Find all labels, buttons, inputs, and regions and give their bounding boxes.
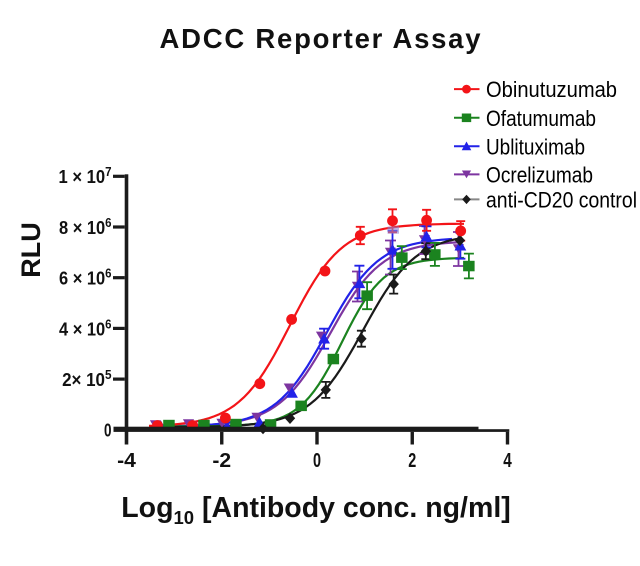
svg-text:-2: -2 xyxy=(212,450,231,472)
svg-text:RLU: RLU xyxy=(16,222,46,278)
svg-text:Ublituximab: Ublituximab xyxy=(486,134,585,159)
svg-text:6 × 106: 6 × 106 xyxy=(59,267,112,289)
svg-text:2: 2 xyxy=(408,450,416,472)
svg-text:anti-CD20 control: anti-CD20 control xyxy=(486,187,637,212)
svg-text:2× 105: 2× 105 xyxy=(62,368,111,390)
svg-text:ADCC Reporter Assay: ADCC Reporter Assay xyxy=(160,23,482,54)
svg-text:0: 0 xyxy=(313,450,321,472)
svg-text:-4: -4 xyxy=(117,450,137,472)
svg-text:4: 4 xyxy=(503,450,512,472)
svg-text:Ofatumumab: Ofatumumab xyxy=(486,106,596,131)
svg-text:0: 0 xyxy=(104,421,112,441)
svg-text:Ocrelizumab: Ocrelizumab xyxy=(486,162,593,187)
svg-text:8 × 106: 8 × 106 xyxy=(59,216,112,238)
svg-text:1 × 107: 1 × 107 xyxy=(59,165,112,187)
svg-text:Obinutuzumab: Obinutuzumab xyxy=(486,77,617,102)
svg-text:4 × 106: 4 × 106 xyxy=(59,317,112,339)
